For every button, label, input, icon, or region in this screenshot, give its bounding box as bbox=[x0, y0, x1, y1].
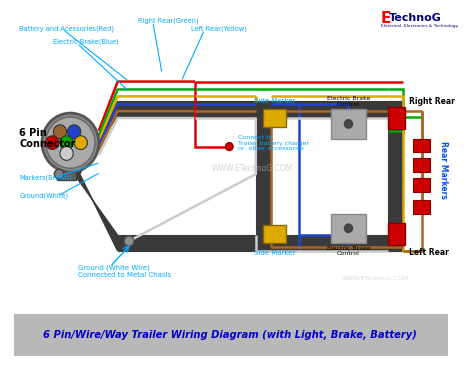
Bar bbox=[413, 178, 430, 192]
Circle shape bbox=[124, 236, 134, 246]
Circle shape bbox=[60, 146, 73, 160]
Text: Left Rear: Left Rear bbox=[409, 249, 449, 257]
Bar bbox=[14, 314, 447, 355]
Text: WWW.ETechnoG.COM: WWW.ETechnoG.COM bbox=[211, 164, 292, 173]
Text: Battery and Acessories(Red): Battery and Acessories(Red) bbox=[19, 25, 114, 31]
Text: 6 Pin
Connector: 6 Pin Connector bbox=[19, 128, 76, 149]
Text: Right Rear(Green): Right Rear(Green) bbox=[138, 17, 199, 24]
Circle shape bbox=[54, 125, 66, 139]
Bar bbox=[331, 109, 365, 139]
Bar bbox=[331, 213, 365, 243]
Text: 6 Pin/Wire/Way Trailer Wiring Diagram (with Light, Brake, Battery): 6 Pin/Wire/Way Trailer Wiring Diagram (w… bbox=[43, 330, 417, 340]
Text: Electrical, Electronics & Technology: Electrical, Electronics & Technology bbox=[381, 25, 458, 29]
Bar bbox=[388, 101, 403, 251]
Circle shape bbox=[42, 113, 99, 172]
Bar bbox=[388, 107, 405, 129]
Bar bbox=[413, 158, 430, 172]
Text: Rear Markers: Rear Markers bbox=[438, 141, 447, 199]
Circle shape bbox=[46, 136, 59, 150]
Text: Left Rear(Yellow): Left Rear(Yellow) bbox=[191, 25, 246, 31]
Bar bbox=[413, 139, 430, 153]
Text: Markers(Brown): Markers(Brown) bbox=[19, 175, 72, 181]
Circle shape bbox=[226, 143, 233, 150]
Bar bbox=[388, 223, 405, 245]
Circle shape bbox=[74, 136, 87, 150]
Text: Ground(White): Ground(White) bbox=[19, 193, 68, 199]
Circle shape bbox=[55, 169, 64, 179]
Text: TechnoG: TechnoG bbox=[389, 12, 442, 23]
Bar bbox=[256, 101, 271, 251]
Text: Side Marker: Side Marker bbox=[254, 98, 295, 104]
Polygon shape bbox=[74, 101, 118, 251]
Circle shape bbox=[344, 119, 353, 129]
Circle shape bbox=[67, 125, 81, 139]
Text: Electric Brake
Control: Electric Brake Control bbox=[327, 246, 370, 256]
Text: WWW.ETechnoG.COM: WWW.ETechnoG.COM bbox=[341, 276, 409, 281]
Bar bbox=[413, 200, 430, 213]
Text: Electric Brake
Control: Electric Brake Control bbox=[327, 96, 370, 107]
Bar bbox=[118, 101, 403, 117]
Text: Connect to
Trailer battery charger
or  other accessories: Connect to Trailer battery charger or ot… bbox=[238, 135, 309, 152]
Text: E: E bbox=[381, 11, 391, 26]
Text: Electric Brake(Blue): Electric Brake(Blue) bbox=[54, 39, 119, 45]
Bar bbox=[264, 225, 286, 243]
Text: Right Rear: Right Rear bbox=[409, 97, 455, 106]
Circle shape bbox=[60, 136, 73, 150]
Text: Ground (White Wire)
Connected to Metal Chasis: Ground (White Wire) Connected to Metal C… bbox=[78, 265, 171, 278]
Bar bbox=[264, 109, 286, 127]
Bar bbox=[57, 168, 76, 180]
Bar bbox=[118, 235, 403, 251]
Circle shape bbox=[344, 223, 353, 233]
Circle shape bbox=[46, 117, 95, 168]
Text: Side Marker: Side Marker bbox=[254, 250, 295, 256]
